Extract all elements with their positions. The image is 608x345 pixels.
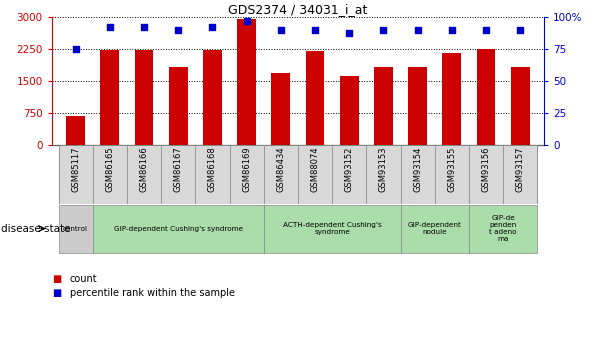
Text: GSM85117: GSM85117: [71, 147, 80, 192]
Point: [105, 25, 115, 30]
FancyBboxPatch shape: [92, 205, 264, 253]
FancyBboxPatch shape: [92, 145, 127, 204]
Text: GSM93152: GSM93152: [345, 147, 354, 192]
Bar: [66, 116, 85, 145]
FancyBboxPatch shape: [127, 145, 161, 204]
Bar: [408, 68, 427, 145]
FancyBboxPatch shape: [401, 205, 469, 253]
Text: GSM86434: GSM86434: [276, 147, 285, 192]
Bar: [306, 51, 325, 145]
FancyBboxPatch shape: [161, 145, 195, 204]
Text: GSM93156: GSM93156: [482, 147, 491, 192]
Text: GSM86165: GSM86165: [105, 147, 114, 192]
Text: GSM86167: GSM86167: [174, 147, 183, 193]
Text: GSM93154: GSM93154: [413, 147, 422, 192]
Point: [242, 18, 252, 24]
FancyBboxPatch shape: [264, 205, 401, 253]
FancyBboxPatch shape: [229, 145, 264, 204]
FancyBboxPatch shape: [435, 145, 469, 204]
Bar: [374, 68, 393, 145]
Bar: [203, 50, 222, 145]
Point: [447, 27, 457, 33]
FancyBboxPatch shape: [264, 145, 298, 204]
Text: percentile rank within the sample: percentile rank within the sample: [70, 288, 235, 298]
Text: GSM86168: GSM86168: [208, 147, 217, 193]
Text: control: control: [63, 226, 88, 231]
FancyBboxPatch shape: [58, 145, 92, 204]
Bar: [169, 68, 188, 145]
Text: GSM93155: GSM93155: [447, 147, 457, 192]
Bar: [340, 76, 359, 145]
Bar: [271, 72, 290, 145]
Text: ACTH-dependent Cushing's
syndrome: ACTH-dependent Cushing's syndrome: [283, 222, 381, 235]
Text: GIP-dependent Cushing's syndrome: GIP-dependent Cushing's syndrome: [114, 226, 243, 231]
Point: [413, 27, 423, 33]
Bar: [237, 19, 256, 145]
FancyBboxPatch shape: [469, 205, 537, 253]
Bar: [511, 67, 530, 145]
Text: ■: ■: [52, 288, 61, 298]
Point: [516, 27, 525, 33]
Point: [481, 27, 491, 33]
Point: [379, 27, 389, 33]
FancyBboxPatch shape: [195, 145, 229, 204]
FancyBboxPatch shape: [469, 145, 503, 204]
Title: GDS2374 / 34031_i_at: GDS2374 / 34031_i_at: [228, 3, 368, 16]
Text: GSM93153: GSM93153: [379, 147, 388, 192]
Text: ■: ■: [52, 275, 61, 284]
FancyBboxPatch shape: [58, 205, 92, 253]
Point: [276, 27, 286, 33]
Text: GSM93157: GSM93157: [516, 147, 525, 192]
Bar: [100, 50, 119, 145]
Text: GSM88074: GSM88074: [311, 147, 320, 192]
Point: [139, 25, 149, 30]
Bar: [134, 50, 153, 145]
FancyBboxPatch shape: [332, 145, 366, 204]
Text: GIP-dependent
nodule: GIP-dependent nodule: [408, 222, 461, 235]
Point: [344, 30, 354, 35]
Bar: [443, 53, 461, 145]
FancyBboxPatch shape: [366, 145, 401, 204]
Text: GSM86169: GSM86169: [242, 147, 251, 192]
Text: GSM86166: GSM86166: [139, 147, 148, 193]
Point: [207, 25, 217, 30]
Point: [173, 27, 183, 33]
Text: disease state: disease state: [1, 224, 71, 234]
Text: GIP-de
penden
t adeno
ma: GIP-de penden t adeno ma: [489, 215, 517, 242]
Text: count: count: [70, 275, 97, 284]
Bar: [477, 49, 496, 145]
Point: [310, 27, 320, 33]
FancyBboxPatch shape: [401, 145, 435, 204]
FancyBboxPatch shape: [503, 145, 537, 204]
FancyBboxPatch shape: [298, 145, 332, 204]
Point: [71, 47, 80, 52]
